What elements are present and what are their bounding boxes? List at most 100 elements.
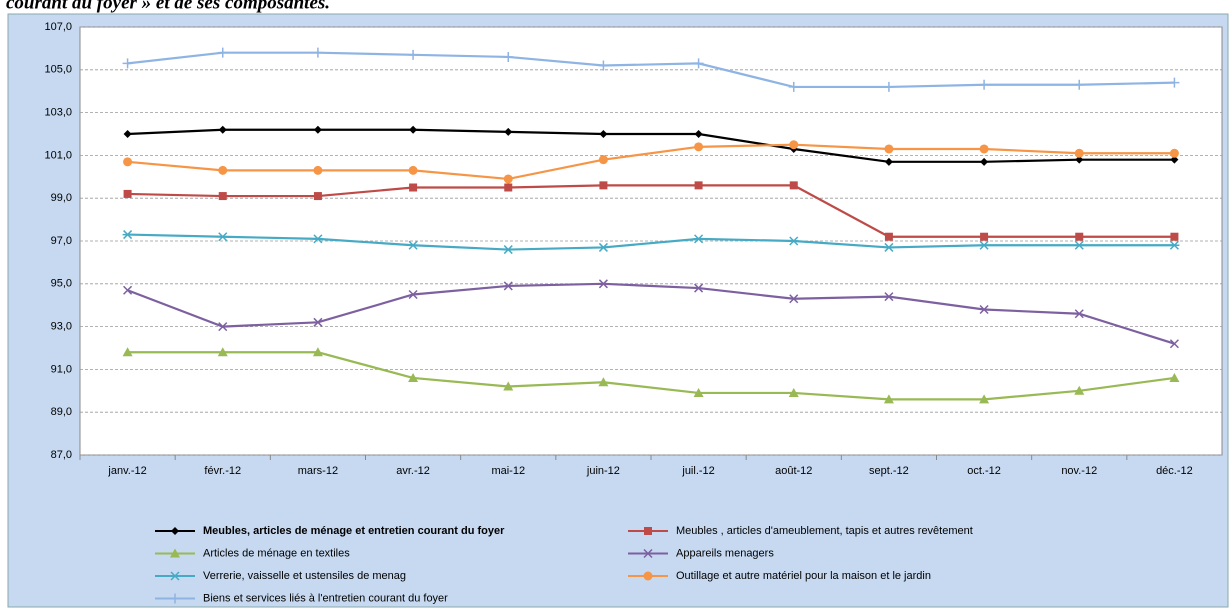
marker — [883, 81, 894, 92]
y-tick-label: 103,0 — [44, 107, 72, 119]
marker — [503, 245, 514, 255]
marker — [504, 183, 513, 192]
series-line — [127, 128, 1175, 163]
x-tick-label: mai-12 — [491, 465, 525, 477]
marker — [884, 144, 894, 154]
marker — [643, 571, 653, 581]
y-tick-label: 93,0 — [51, 321, 72, 333]
marker — [789, 140, 799, 150]
marker — [789, 181, 798, 190]
marker — [409, 125, 418, 134]
marker — [123, 285, 133, 295]
x-tick-label: oct.-12 — [967, 465, 1001, 477]
marker — [644, 527, 652, 535]
y-tick-label: 101,0 — [44, 149, 72, 161]
marker — [408, 372, 419, 382]
marker — [408, 165, 418, 175]
marker — [694, 130, 703, 138]
x-tick-label: août-12 — [775, 465, 812, 477]
series-line — [127, 282, 1175, 345]
marker — [171, 527, 179, 535]
marker — [693, 234, 704, 244]
x-tick-label: avr.-12 — [396, 465, 430, 477]
marker — [788, 236, 799, 246]
x-tick-label: sept.-12 — [869, 465, 909, 477]
marker — [1074, 148, 1084, 158]
y-tick-label: 91,0 — [51, 363, 72, 375]
marker — [598, 242, 609, 252]
x-tick-label: mars-12 — [298, 465, 338, 477]
marker — [123, 189, 132, 198]
chart-title: courant du foyer » et de ses composantes… — [6, 0, 330, 13]
marker — [1074, 79, 1085, 90]
marker — [884, 232, 893, 241]
y-tick-label: 95,0 — [51, 278, 72, 290]
y-tick-label: 97,0 — [51, 235, 72, 247]
marker — [1169, 240, 1180, 250]
marker — [599, 130, 608, 138]
marker — [643, 548, 653, 559]
x-tick-label: nov.-12 — [1061, 465, 1097, 477]
x-tick-label: déc.-12 — [1156, 465, 1193, 477]
marker — [218, 125, 227, 134]
marker — [313, 317, 323, 327]
marker — [218, 165, 228, 175]
marker — [693, 387, 704, 397]
marker — [313, 125, 322, 134]
marker — [788, 81, 799, 92]
marker — [122, 347, 133, 357]
marker — [409, 183, 418, 192]
marker — [1170, 232, 1179, 241]
marker — [979, 144, 989, 154]
marker — [1074, 240, 1085, 250]
marker — [789, 294, 799, 304]
x-tick-label: janv.-12 — [107, 465, 146, 477]
legend-label: Appareils menagers — [676, 547, 774, 559]
marker — [170, 548, 180, 558]
marker — [883, 242, 894, 252]
marker — [313, 165, 323, 175]
marker — [1170, 155, 1179, 164]
series-line — [127, 143, 1175, 181]
legend-label: Verrerie, vaisselle et ustensiles de men… — [203, 570, 406, 582]
marker — [979, 240, 990, 250]
marker — [312, 47, 323, 58]
marker — [883, 394, 894, 404]
marker — [980, 157, 989, 166]
marker — [408, 240, 419, 250]
marker — [1169, 148, 1179, 158]
series-line — [127, 184, 1175, 238]
marker — [598, 377, 609, 387]
y-tick-label: 105,0 — [44, 64, 72, 76]
marker — [1075, 232, 1084, 241]
marker — [503, 174, 513, 184]
marker — [503, 381, 514, 391]
marker — [504, 127, 513, 136]
marker — [694, 181, 703, 190]
y-tick-label: 99,0 — [51, 192, 72, 204]
marker — [408, 289, 418, 300]
marker — [217, 232, 228, 242]
marker — [122, 58, 133, 69]
x-tick-label: févr.-12 — [204, 465, 241, 477]
marker — [884, 292, 894, 302]
y-tick-label: 107,0 — [44, 21, 72, 33]
marker — [218, 192, 227, 201]
series-line — [127, 51, 1175, 89]
marker — [1074, 385, 1085, 395]
marker — [788, 387, 799, 397]
legend-label: Meubles, articles de ménage et entretien… — [203, 525, 505, 537]
marker — [217, 347, 228, 357]
marker — [313, 192, 322, 201]
marker — [170, 593, 180, 604]
marker — [123, 130, 132, 138]
marker — [598, 279, 608, 289]
legend-label: Biens et services liés à l'entretien cou… — [203, 592, 448, 604]
marker — [218, 322, 228, 332]
marker — [884, 157, 893, 166]
marker — [408, 49, 419, 60]
marker — [1169, 77, 1180, 88]
marker — [598, 60, 609, 71]
marker — [693, 58, 704, 69]
series-line — [127, 233, 1175, 251]
